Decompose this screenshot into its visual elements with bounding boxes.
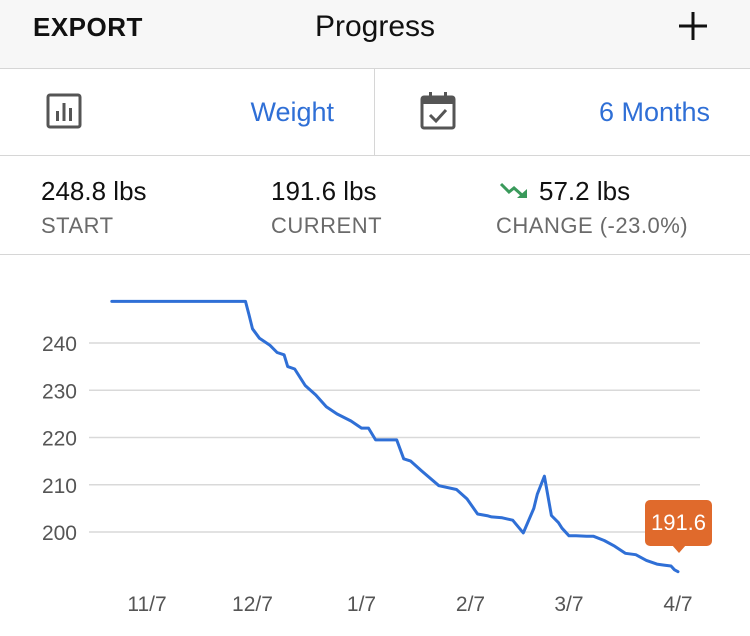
metric-selector[interactable]: Weight bbox=[0, 69, 375, 155]
x-tick-label: 2/7 bbox=[456, 593, 485, 616]
calendar-check-icon bbox=[420, 92, 456, 130]
page-title: Progress bbox=[314, 10, 436, 43]
top-bar: EXPORT Progress bbox=[0, 0, 750, 69]
export-button[interactable]: EXPORT bbox=[33, 12, 143, 42]
add-button[interactable] bbox=[677, 10, 709, 42]
y-tick-label: 210 bbox=[42, 475, 77, 498]
start-value: 248.8 lbs bbox=[41, 176, 147, 206]
y-tick-label: 200 bbox=[42, 522, 77, 545]
range-selector[interactable]: 6 Months bbox=[375, 69, 750, 155]
trend-down-icon bbox=[499, 182, 527, 198]
selector-row: Weight 6 Months bbox=[0, 69, 750, 156]
x-tick-label: 3/7 bbox=[554, 593, 583, 616]
y-tick-label: 230 bbox=[42, 380, 77, 403]
metric-value: Weight bbox=[250, 97, 334, 127]
x-tick-label: 1/7 bbox=[347, 593, 376, 616]
weight-series-line bbox=[110, 299, 680, 574]
current-value-tooltip: 191.6 bbox=[645, 500, 712, 553]
x-tick-label: 12/7 bbox=[232, 593, 273, 616]
y-tick-label: 220 bbox=[42, 428, 77, 451]
x-tick-label: 11/7 bbox=[127, 593, 166, 616]
weight-chart-svg: 200 210 220 230 240 11/7 12/7 1/7 2/7 3/7 4/7 bbox=[42, 299, 700, 616]
change-label: CHANGE (-23.0%) bbox=[496, 213, 689, 238]
stat-current: 191.6 lbs CURRENT bbox=[271, 176, 382, 239]
stats-row: 248.8 lbs START 191.6 lbs CURRENT 57.2 l… bbox=[0, 156, 750, 255]
current-value: 191.6 lbs bbox=[271, 176, 377, 206]
stat-change: 57.2 lbs CHANGE (-23.0%) bbox=[496, 176, 688, 239]
stat-start: 248.8 lbs START bbox=[41, 176, 147, 239]
bar-chart-icon bbox=[46, 93, 82, 129]
plus-icon bbox=[679, 12, 707, 40]
change-value: 57.2 lbs bbox=[539, 176, 631, 206]
y-tick-label: 240 bbox=[42, 333, 77, 356]
weight-chart: 200 210 220 230 240 11/7 12/7 1/7 2/7 3/7 4/7 191.… bbox=[0, 255, 750, 636]
x-tick-label: 4/7 bbox=[663, 593, 692, 616]
range-value: 6 Months bbox=[598, 97, 710, 127]
start-label: START bbox=[41, 213, 114, 238]
current-label: CURRENT bbox=[271, 213, 383, 238]
